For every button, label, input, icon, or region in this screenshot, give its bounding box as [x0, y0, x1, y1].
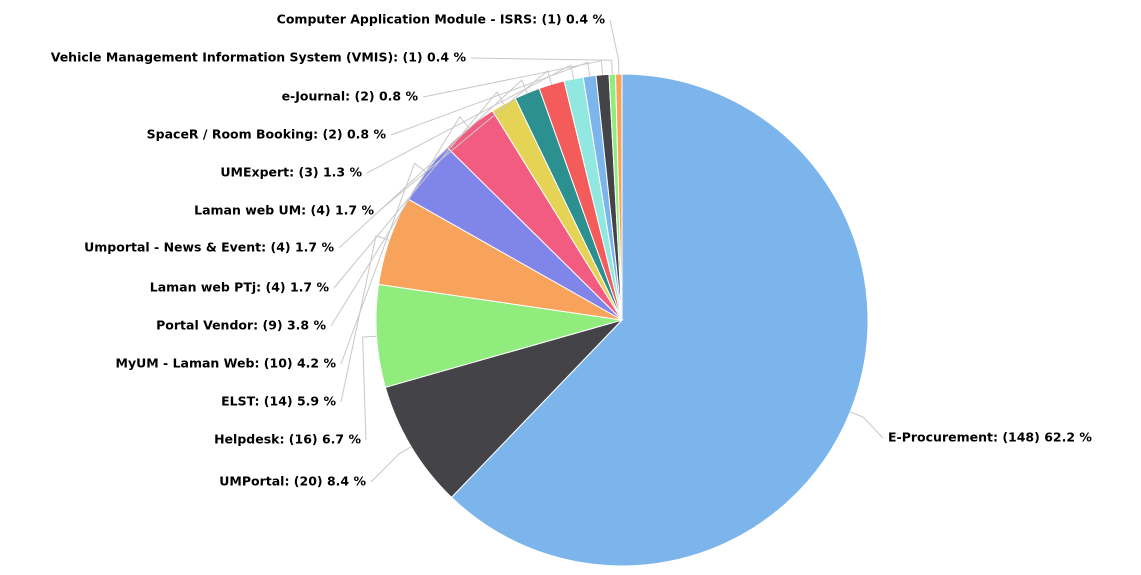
data-label: Laman web UM: (4) 1.7 % — [194, 203, 374, 218]
data-label: Helpdesk: (16) 6.7 % — [214, 432, 361, 447]
data-label: E-Procurement: (148) 62.2 % — [888, 430, 1092, 445]
data-label: UMExpert: (3) 1.3 % — [220, 165, 362, 180]
connector — [362, 335, 377, 441]
data-label: MyUM - Laman Web: (10) 4.2 % — [116, 356, 337, 371]
connector — [850, 411, 884, 439]
connector — [470, 57, 613, 75]
data-label: Laman web PTj: (4) 1.7 % — [150, 280, 330, 295]
connector — [370, 446, 412, 483]
data-label: Computer Application Module - ISRS: (1) … — [277, 12, 606, 27]
data-label: SpaceR / Room Booking: (2) 0.8 % — [147, 127, 387, 142]
pie-slice — [384, 319, 624, 499]
connector — [340, 162, 426, 365]
connector — [333, 91, 505, 289]
connector — [390, 61, 591, 136]
data-label: UMPortal: (20) 8.4 % — [219, 474, 366, 489]
connector — [330, 115, 470, 327]
data-label: Umportal - News & Event: (4) 1.7 % — [84, 240, 334, 255]
data-label: e-Journal: (2) 0.8 % — [282, 89, 419, 104]
data-label: Vehicle Management Information System (V… — [51, 50, 467, 65]
connector — [378, 70, 553, 212]
connector — [366, 64, 575, 174]
connector — [422, 60, 604, 98]
data-label: Portal Vendor: (9) 3.8 % — [156, 318, 326, 333]
connector — [609, 19, 620, 75]
data-label: ELST: (14) 5.9 % — [221, 394, 336, 409]
